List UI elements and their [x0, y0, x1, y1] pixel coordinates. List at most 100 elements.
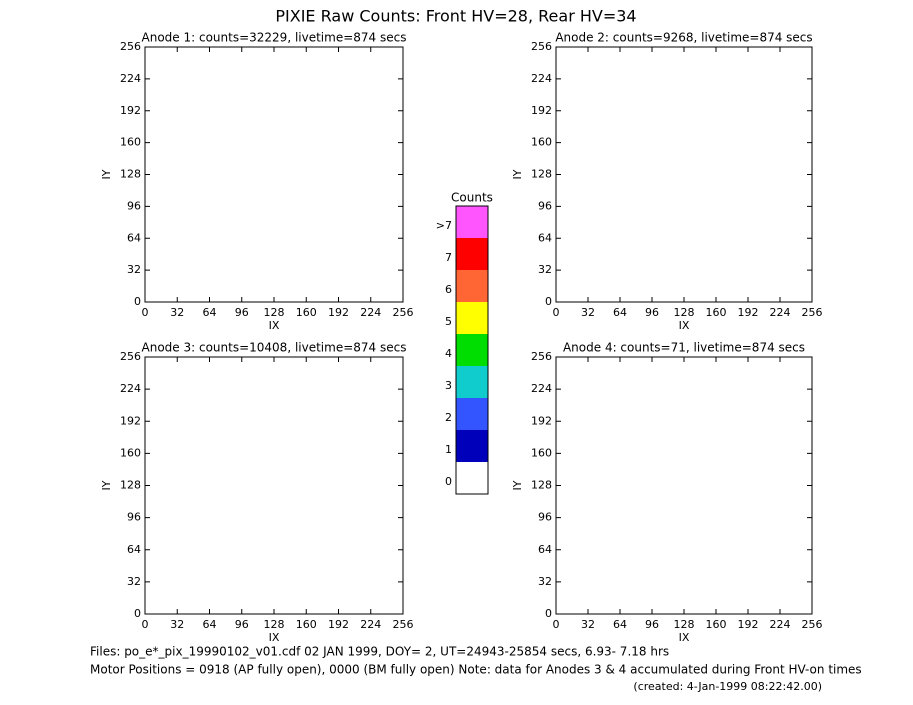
- x-tick-label: 192: [738, 306, 759, 319]
- y-tick-label: 256: [531, 350, 552, 363]
- x-axis-label: IX: [269, 319, 280, 332]
- x-tick-label: 128: [264, 306, 285, 319]
- y-tick-label: 160: [531, 136, 552, 149]
- x-tick-label: 128: [264, 618, 285, 631]
- y-tick-label: 256: [531, 40, 552, 53]
- y-axis-label: IY: [511, 169, 524, 179]
- x-tick-label: 32: [581, 618, 595, 631]
- y-tick-label: 64: [538, 543, 552, 556]
- x-tick-label: 32: [581, 306, 595, 319]
- colorbar-label: 6: [445, 283, 452, 296]
- x-tick-label: 224: [360, 306, 381, 319]
- plot-frame: [144, 356, 404, 615]
- x-tick-label: 64: [613, 306, 627, 319]
- x-tick-label: 0: [553, 618, 560, 631]
- x-tick-label: 160: [296, 306, 317, 319]
- colorbar-swatch: [456, 398, 488, 430]
- x-tick-label: 256: [802, 306, 823, 319]
- y-tick-label: 32: [127, 263, 141, 276]
- y-tick-label: 128: [120, 168, 141, 181]
- colorbar-label: 1: [445, 443, 452, 456]
- colorbar-label: 4: [445, 347, 452, 360]
- colorbar-swatch: [456, 462, 488, 494]
- x-tick-label: 160: [296, 618, 317, 631]
- x-tick-label: 224: [770, 306, 791, 319]
- colorbar-title: Counts: [451, 191, 493, 205]
- x-tick-label: 256: [393, 306, 414, 319]
- y-axis-label: IY: [100, 169, 113, 179]
- x-tick-label: 224: [770, 618, 791, 631]
- x-tick-label: 160: [706, 306, 727, 319]
- y-tick-label: 32: [538, 575, 552, 588]
- x-axis-label: IX: [679, 319, 690, 332]
- x-tick-label: 192: [328, 306, 349, 319]
- colorbar-swatch: [456, 238, 488, 270]
- colorbar-label: 2: [445, 411, 452, 424]
- colorbar-frame: [455, 205, 489, 495]
- y-tick-label: 224: [531, 72, 552, 85]
- y-tick-label: 32: [538, 263, 552, 276]
- y-tick-label: 224: [531, 382, 552, 395]
- y-tick-label: 0: [134, 607, 141, 620]
- y-tick-label: 96: [538, 511, 552, 524]
- y-tick-label: 224: [120, 382, 141, 395]
- y-tick-label: 256: [120, 40, 141, 53]
- x-tick-label: 256: [802, 618, 823, 631]
- x-tick-label: 64: [203, 618, 217, 631]
- x-tick-label: 96: [645, 618, 659, 631]
- x-tick-label: 32: [170, 618, 184, 631]
- y-tick-label: 128: [531, 479, 552, 492]
- page-title: PIXIE Raw Counts: Front HV=28, Rear HV=3…: [275, 7, 636, 26]
- colorbar-label: 7: [445, 251, 452, 264]
- x-tick-label: 96: [645, 306, 659, 319]
- x-axis-label: IX: [269, 631, 280, 644]
- x-axis-label: IX: [679, 631, 690, 644]
- x-tick-label: 96: [235, 618, 249, 631]
- y-tick-label: 96: [127, 511, 141, 524]
- footer-motor: Motor Positions = 0918 (AP fully open), …: [90, 663, 862, 677]
- colorbar-swatch: [456, 334, 488, 366]
- y-axis-label: IY: [100, 480, 113, 490]
- y-tick-label: 0: [545, 607, 552, 620]
- plot-frame: [144, 46, 404, 303]
- panel-title: Anode 3: counts=10408, livetime=874 secs: [142, 341, 407, 355]
- plot-frame: [555, 356, 813, 615]
- y-tick-label: 64: [127, 231, 141, 244]
- x-tick-label: 0: [553, 306, 560, 319]
- x-tick-label: 256: [393, 618, 414, 631]
- colorbar-label: 0: [445, 475, 452, 488]
- colorbar-swatch: [456, 302, 488, 334]
- y-tick-label: 160: [531, 446, 552, 459]
- panel-title: Anode 2: counts=9268, livetime=874 secs: [555, 31, 812, 45]
- colorbar-swatch: [456, 206, 488, 238]
- colorbar-label: 3: [445, 379, 452, 392]
- y-tick-label: 256: [120, 350, 141, 363]
- y-tick-label: 32: [127, 575, 141, 588]
- x-tick-label: 64: [613, 618, 627, 631]
- y-axis-label: IY: [511, 480, 524, 490]
- x-tick-label: 128: [674, 618, 695, 631]
- y-tick-label: 192: [531, 414, 552, 427]
- colorbar-swatch: [456, 270, 488, 302]
- y-tick-label: 160: [120, 446, 141, 459]
- x-tick-label: 224: [360, 618, 381, 631]
- y-tick-label: 96: [127, 199, 141, 212]
- colorbar-label: >7: [436, 219, 452, 232]
- footer-created: (created: 4-Jan-1999 08:22:42.00): [633, 680, 822, 693]
- y-tick-label: 64: [127, 543, 141, 556]
- colorbar-label: 5: [445, 315, 452, 328]
- x-tick-label: 192: [738, 618, 759, 631]
- colorbar-swatch: [456, 366, 488, 398]
- x-tick-label: 0: [142, 306, 149, 319]
- x-tick-label: 64: [203, 306, 217, 319]
- x-tick-label: 96: [235, 306, 249, 319]
- colorbar-swatch: [456, 430, 488, 462]
- panel-title: Anode 4: counts=71, livetime=874 secs: [563, 341, 805, 355]
- y-tick-label: 192: [531, 104, 552, 117]
- y-tick-label: 64: [538, 231, 552, 244]
- y-tick-label: 192: [120, 414, 141, 427]
- x-tick-label: 128: [674, 306, 695, 319]
- y-tick-label: 192: [120, 104, 141, 117]
- panel-title: Anode 1: counts=32229, livetime=874 secs: [142, 31, 407, 45]
